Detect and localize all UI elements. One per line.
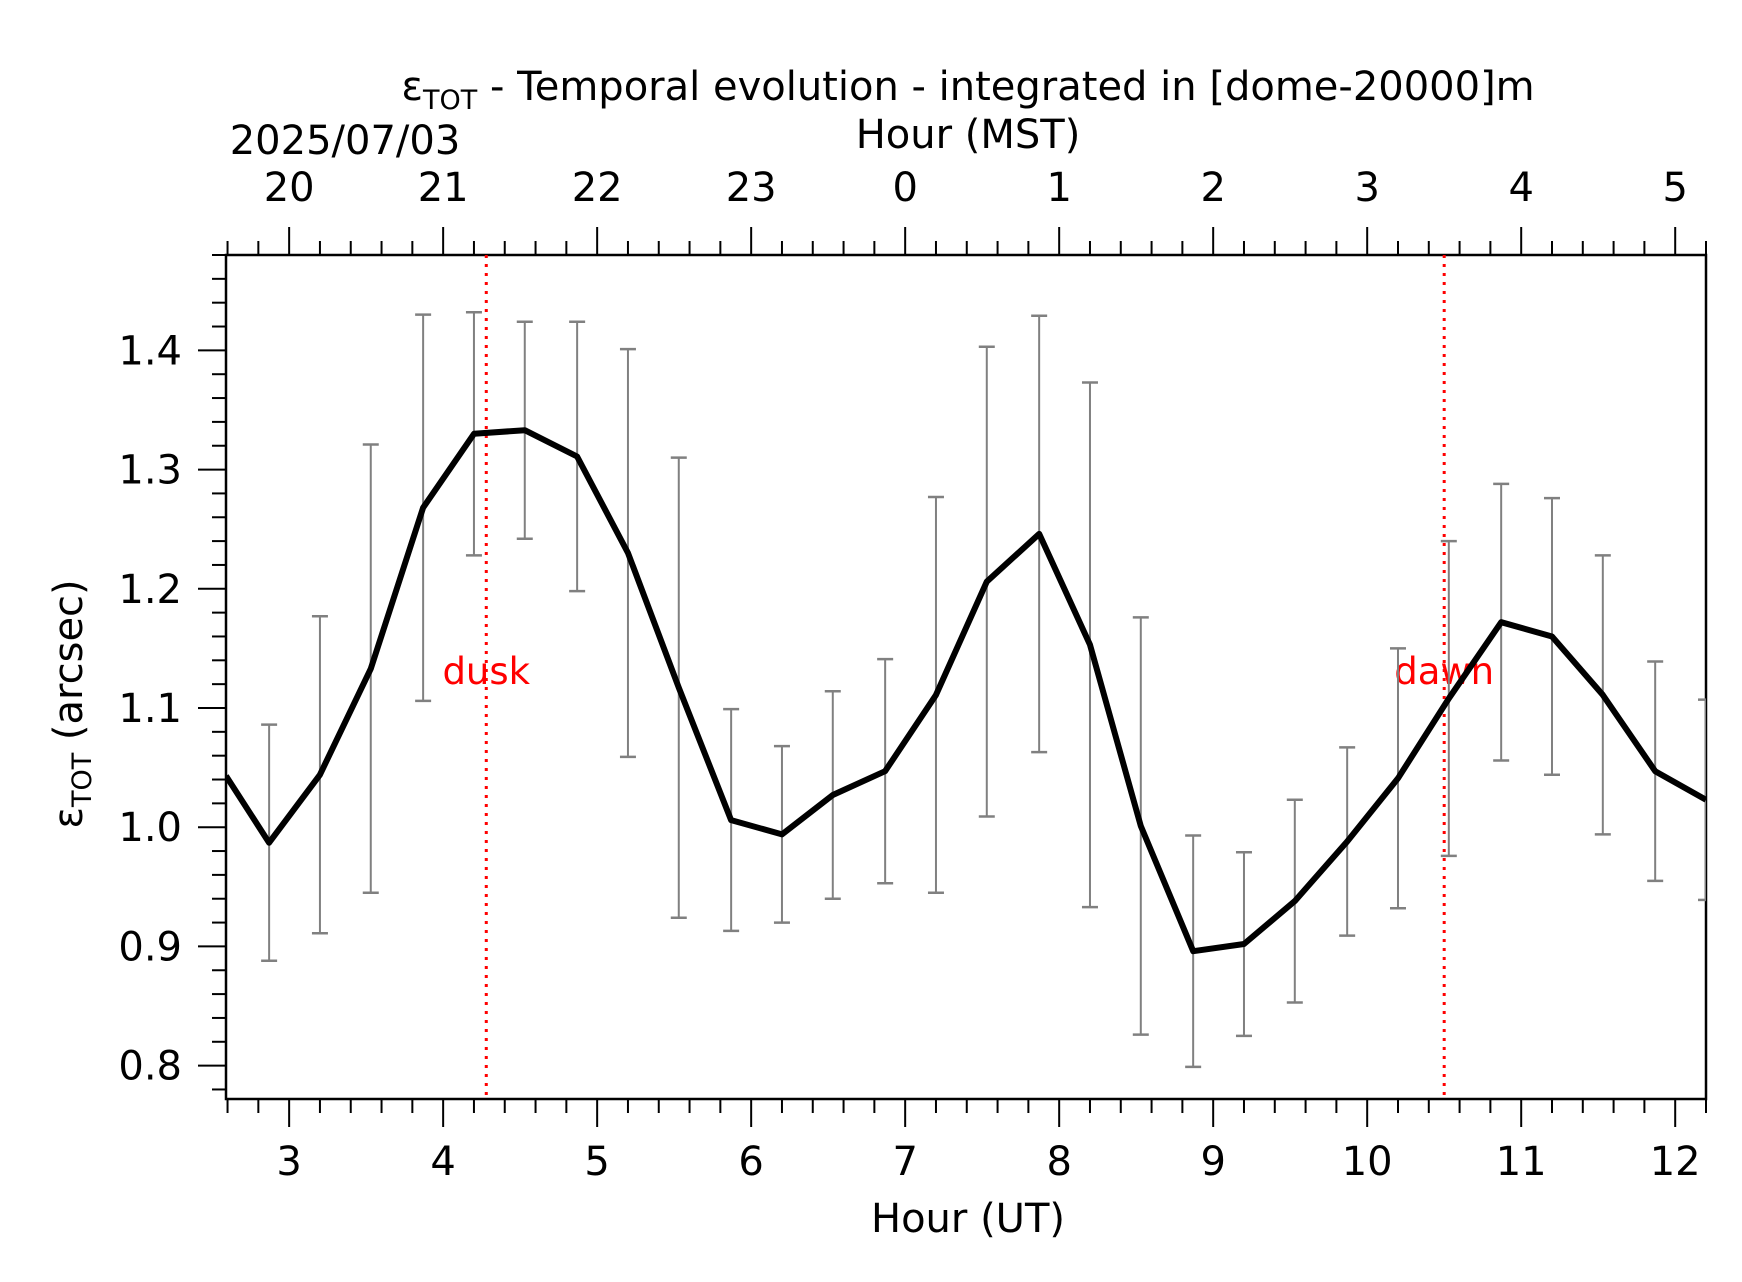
top-tick-label: 0 [892,165,917,211]
data-point [984,579,990,585]
y-tick-label: 1.1 [118,686,182,732]
top-tick-label: 3 [1354,165,1379,211]
data-point [1549,633,1555,639]
data-point [625,550,631,556]
data-point [779,831,785,837]
x-tick-label: 8 [1046,1139,1071,1185]
x-axis-label: Hour (UT) [871,1196,1065,1242]
data-point [882,768,888,774]
top-tick-label: 23 [726,165,777,211]
y-tick-label: 1.4 [118,328,182,374]
data-point [1036,531,1042,537]
data-point [471,431,477,437]
y-tick-label: 0.9 [118,924,182,970]
y-tick-label: 1.0 [118,805,182,851]
data-point [420,505,426,511]
data-point [1498,619,1504,625]
title-epsilon: ε [401,64,423,110]
x-tick-label: 10 [1342,1139,1393,1185]
data-point [1241,941,1247,947]
top-tick-label: 2 [1200,165,1225,211]
top-tick-label: 22 [572,165,623,211]
data-point [1190,948,1196,954]
x-tick-label: 3 [276,1139,301,1185]
top-tick-label: 21 [418,165,469,211]
y-tick-label: 1.2 [118,567,182,613]
x-tick-label: 12 [1650,1139,1701,1185]
data-point [1703,797,1709,803]
y-tick-label: 0.8 [118,1044,182,1090]
ylabel-epsilon: ε [46,807,92,829]
top-tick-label: 5 [1662,165,1687,211]
data-point [223,773,229,779]
data-point [266,840,272,846]
title-subscript: TOT [422,85,478,116]
ylabel-rest: (arcsec) [46,579,92,752]
x-tick-label: 5 [584,1139,609,1185]
data-point [728,817,734,823]
x-tick-label: 4 [430,1139,455,1185]
top-axis-label: Hour (MST) [856,112,1081,158]
x-tick-label: 7 [892,1139,917,1185]
data-point [574,453,580,459]
top-tick-label: 20 [264,165,315,211]
y-tick-label: 1.3 [118,448,182,494]
x-tick-label: 6 [738,1139,763,1185]
data-point [1138,823,1144,829]
data-point [317,772,323,778]
top-tick-label: 1 [1046,165,1071,211]
y-axis-label: εTOT (arcsec) [46,579,98,828]
x-tick-label: 9 [1200,1139,1225,1185]
top-axis-date-label: 2025/07/03 [230,118,461,164]
chart-title: εTOT - Temporal evolution - integrated i… [401,64,1534,116]
data-point [1600,692,1606,698]
data-point [1087,642,1093,648]
series-line [226,427,1706,955]
annotation-label: dusk [442,650,530,693]
data-point [1344,839,1350,845]
x-tick-label: 11 [1496,1139,1547,1185]
data-point [933,692,939,698]
ylabel-subscript: TOT [67,752,98,808]
data-point [1395,775,1401,781]
data-point [1652,768,1658,774]
data-point [830,792,836,798]
data-point [1446,695,1452,701]
top-tick-label: 4 [1508,165,1533,211]
data-point [676,685,682,691]
data-point [1292,898,1298,904]
data-point [522,427,528,433]
data-point [368,666,374,672]
title-rest: - Temporal evolution - integrated in [do… [477,64,1534,110]
